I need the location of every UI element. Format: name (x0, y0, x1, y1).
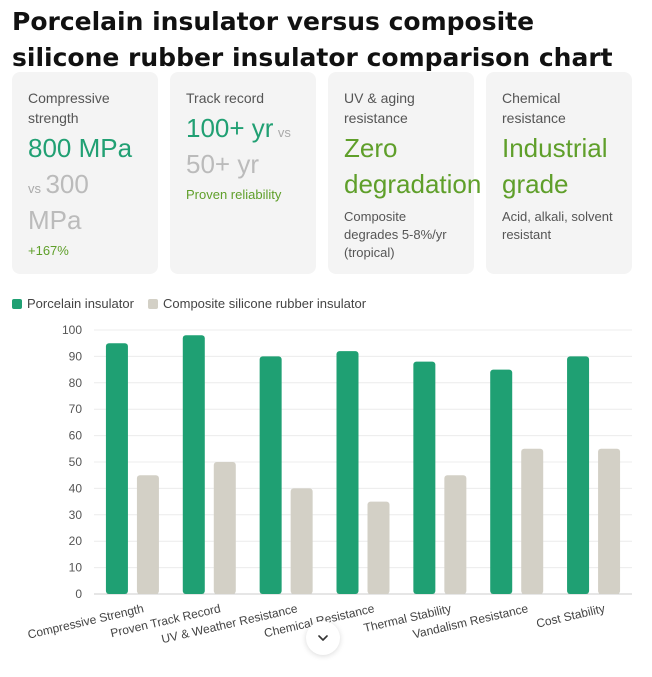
card-note: Composite degrades 5-8%/yr (tropical) (344, 209, 447, 260)
card-note: +167% (28, 243, 69, 258)
bar-porcelain (259, 356, 282, 594)
vs-label: vs (277, 125, 291, 140)
card-label: Compressive strength (28, 90, 110, 126)
stat-cards: Compressive strength 800 MPa vs 300 MPa … (12, 72, 632, 274)
legend-swatch-composite (148, 299, 158, 309)
bar-composite (444, 475, 467, 594)
bar-porcelain (182, 335, 205, 594)
bar-composite (598, 448, 621, 594)
legend-label: Porcelain insulator (27, 296, 134, 311)
vs-label: vs (28, 181, 41, 196)
card-value: Industrial grade (502, 133, 608, 199)
legend-swatch-porcelain (12, 299, 22, 309)
bar-composite (213, 462, 236, 594)
bar-porcelain (490, 369, 513, 594)
y-tick-label: 10 (69, 561, 83, 575)
bar-porcelain (413, 361, 436, 594)
legend-item-porcelain[interactable]: Porcelain insulator (12, 296, 134, 312)
y-tick-label: 60 (69, 429, 83, 443)
y-tick-label: 20 (69, 534, 83, 548)
y-tick-label: 70 (69, 402, 83, 416)
bar-porcelain (105, 343, 128, 594)
y-tick-label: 80 (69, 376, 83, 390)
card-compare-value: 300 MPa (28, 169, 89, 235)
y-tick-label: 100 (62, 323, 82, 337)
stat-card-compressive: Compressive strength 800 MPa vs 300 MPa … (12, 72, 158, 274)
card-label: UV & aging resistance (344, 90, 415, 126)
bar-composite (136, 475, 159, 594)
y-tick-label: 40 (69, 481, 83, 495)
page-title: Porcelain insulator versus composite sil… (12, 7, 613, 72)
chevron-down-icon (318, 635, 328, 641)
card-label: Chemical resistance (502, 90, 566, 126)
card-note: Acid, alkali, solvent resistant (502, 209, 613, 242)
y-tick-label: 90 (69, 349, 83, 363)
bar-composite (290, 488, 313, 594)
card-value: 100+ yr (186, 113, 274, 143)
y-tick-label: 50 (69, 455, 83, 469)
y-tick-label: 30 (69, 508, 83, 522)
bar-composite (521, 448, 544, 594)
legend-item-composite[interactable]: Composite silicone rubber insulator (148, 296, 366, 312)
bar-porcelain (567, 356, 590, 594)
card-note: Proven reliability (186, 187, 282, 202)
y-tick-label: 0 (75, 587, 82, 601)
stat-card-chemical: Chemical resistance Industrial grade Aci… (486, 72, 632, 274)
bar-porcelain (336, 351, 359, 594)
card-label: Track record (186, 90, 265, 106)
bar-composite (367, 501, 390, 594)
card-compare-value: 50+ yr (186, 149, 259, 179)
stat-card-uv-aging: UV & aging resistance Zero degradation C… (328, 72, 482, 274)
scroll-down-button[interactable] (306, 621, 340, 655)
stat-card-track-record: Track record 100+ yr vs 50+ yr Proven re… (170, 72, 316, 274)
legend-label: Composite silicone rubber insulator (163, 296, 367, 311)
x-tick-label: Cost Stability (535, 601, 606, 630)
card-value: 800 MPa (28, 133, 133, 163)
card-value: Zero degradation (344, 133, 482, 199)
